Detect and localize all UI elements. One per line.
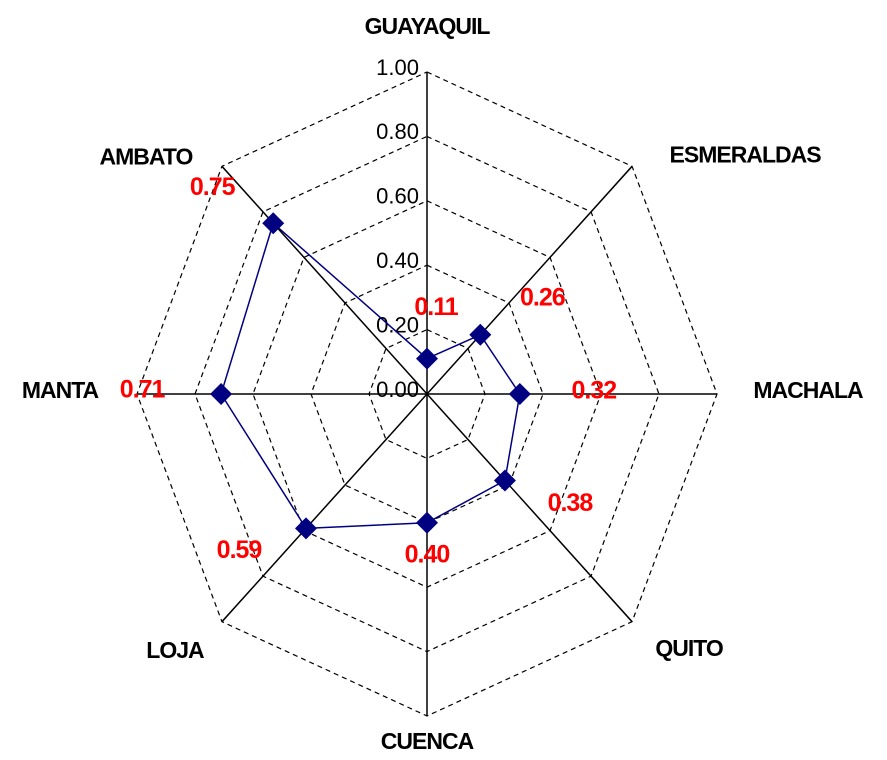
category-label: MANTA: [22, 377, 99, 403]
y-tick-label: 0.80: [376, 119, 419, 144]
marker: [508, 383, 531, 405]
axis-line: [426, 165, 633, 395]
data-label: 0.71: [120, 376, 166, 404]
category-label: AMBATO: [100, 143, 193, 169]
y-tick-label: 0.60: [376, 184, 419, 209]
category-label: CUENCA: [381, 728, 474, 754]
y-tick-label: 0.00: [376, 377, 419, 402]
marker: [295, 517, 318, 540]
marker: [416, 511, 438, 534]
marker: [469, 323, 492, 346]
marker: [493, 469, 516, 492]
y-tick-label: 1.00: [376, 55, 419, 80]
axis-line: [426, 393, 633, 623]
category-label: LOJA: [146, 637, 204, 663]
data-label: 0.59: [217, 536, 262, 564]
category-label: MACHALA: [753, 377, 863, 403]
axis-line: [221, 393, 428, 623]
category-label: QUITO: [655, 635, 723, 661]
data-label: 0.26: [520, 283, 565, 311]
data-label: 0.32: [571, 377, 616, 405]
marker: [262, 212, 285, 235]
marker: [416, 347, 438, 370]
y-tick-label: 0.40: [376, 248, 419, 273]
axis-line: [221, 165, 428, 395]
data-label: 0.38: [548, 489, 594, 517]
data-label: 0.75: [190, 173, 236, 201]
data-label: 0.40: [405, 540, 450, 568]
marker: [210, 383, 233, 405]
series-line: [220, 221, 521, 530]
category-label: ESMERALDAS: [670, 141, 822, 167]
data-label: 0.11: [414, 293, 458, 321]
category-label: GUAYAQUIL: [365, 13, 491, 39]
